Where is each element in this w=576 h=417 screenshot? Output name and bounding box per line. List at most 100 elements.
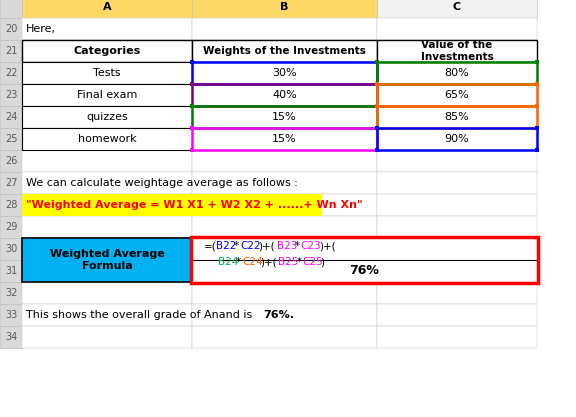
Bar — [192, 326, 377, 348]
Bar — [377, 84, 537, 106]
Bar — [377, 106, 537, 128]
Bar — [377, 260, 537, 282]
Text: B24: B24 — [218, 257, 238, 267]
Bar — [22, 84, 192, 106]
Text: B22: B22 — [216, 241, 237, 251]
Bar — [22, 282, 192, 304]
Bar — [377, 128, 537, 150]
Bar — [377, 326, 537, 348]
Bar — [377, 0, 537, 18]
Bar — [0, 40, 22, 62]
Text: )+(: )+( — [259, 241, 275, 251]
Bar — [22, 0, 192, 18]
Bar — [192, 0, 377, 18]
Bar — [192, 62, 377, 84]
Bar — [377, 304, 537, 326]
Bar — [0, 62, 22, 84]
Bar — [377, 282, 537, 304]
Text: "Weighted Average = W1 X1 + W2 X2 + ......+ Wn Xn": "Weighted Average = W1 X1 + W2 X2 + ....… — [26, 200, 363, 210]
Text: Value of the
Investments: Value of the Investments — [420, 40, 494, 62]
Bar — [192, 128, 377, 150]
Bar — [22, 40, 192, 62]
Text: 26: 26 — [5, 156, 17, 166]
Text: quizzes: quizzes — [86, 112, 128, 122]
Bar — [0, 128, 22, 150]
Text: C25: C25 — [302, 257, 323, 267]
Bar — [377, 172, 537, 194]
Text: Weighted Average
Formula: Weighted Average Formula — [50, 249, 164, 271]
Bar — [192, 106, 377, 128]
Text: )+(: )+( — [319, 241, 335, 251]
Bar — [22, 106, 192, 128]
Bar — [0, 172, 22, 194]
Bar — [192, 62, 377, 84]
Text: 25: 25 — [5, 134, 17, 144]
Bar — [192, 194, 377, 216]
Bar — [191, 237, 538, 283]
Bar — [22, 238, 192, 260]
Bar — [377, 62, 537, 84]
Bar — [192, 150, 377, 172]
Bar — [22, 150, 192, 172]
Text: 30: 30 — [5, 244, 17, 254]
Text: This shows the overall grade of Anand is: This shows the overall grade of Anand is — [26, 310, 256, 320]
Bar — [0, 0, 22, 18]
Bar — [0, 260, 22, 282]
Text: C23: C23 — [301, 241, 321, 251]
Text: homework: homework — [78, 134, 137, 144]
Text: 76%.: 76%. — [263, 310, 294, 320]
Bar — [377, 62, 537, 84]
Bar — [22, 62, 192, 84]
Text: C24: C24 — [242, 257, 263, 267]
Text: Here,: Here, — [26, 24, 56, 34]
Text: *: * — [297, 257, 302, 267]
Bar — [0, 282, 22, 304]
Bar — [22, 260, 192, 282]
Text: B23: B23 — [276, 241, 297, 251]
Bar — [377, 238, 537, 260]
Text: =(: =( — [204, 241, 217, 251]
Bar — [22, 194, 192, 216]
Text: A: A — [103, 2, 111, 12]
Bar — [377, 62, 537, 84]
Bar — [22, 84, 192, 106]
Bar — [0, 238, 22, 260]
Text: )+(: )+( — [260, 257, 277, 267]
Bar — [377, 40, 537, 62]
Bar — [192, 84, 377, 106]
Bar — [377, 216, 537, 238]
Text: 23: 23 — [5, 90, 17, 100]
Bar — [22, 194, 321, 216]
Text: 65%: 65% — [445, 90, 469, 100]
Bar — [192, 172, 377, 194]
Text: 80%: 80% — [445, 68, 469, 78]
Bar — [377, 106, 537, 128]
Text: 34: 34 — [5, 332, 17, 342]
Bar — [192, 260, 377, 282]
Bar — [192, 62, 377, 84]
Bar — [0, 304, 22, 326]
Text: Categories: Categories — [73, 46, 141, 56]
Bar — [377, 106, 537, 128]
Bar — [192, 304, 377, 326]
Text: 40%: 40% — [272, 90, 297, 100]
Bar — [192, 84, 377, 106]
Bar — [377, 84, 537, 106]
Bar — [22, 238, 192, 282]
Text: 76%: 76% — [350, 264, 380, 277]
Bar — [192, 282, 377, 304]
Bar — [0, 106, 22, 128]
Text: Weights of the Investments: Weights of the Investments — [203, 46, 366, 56]
Text: 85%: 85% — [445, 112, 469, 122]
Text: 33: 33 — [5, 310, 17, 320]
Bar — [0, 18, 22, 40]
Bar — [192, 216, 377, 238]
Bar — [22, 40, 192, 62]
Text: 24: 24 — [5, 112, 17, 122]
Bar — [192, 84, 377, 106]
Bar — [22, 106, 192, 128]
Bar — [377, 194, 537, 216]
Text: 90%: 90% — [445, 134, 469, 144]
Bar — [192, 106, 377, 128]
Text: *: * — [295, 241, 300, 251]
